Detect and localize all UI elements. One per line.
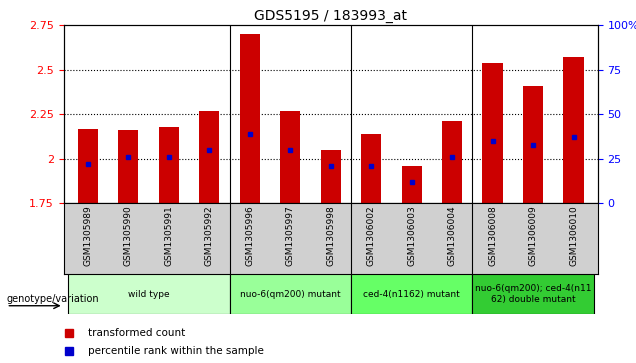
Text: GSM1306003: GSM1306003 — [407, 205, 416, 266]
Bar — [118, 130, 139, 203]
Text: GSM1306009: GSM1306009 — [529, 205, 537, 266]
Bar — [473, 274, 594, 314]
Bar — [230, 274, 351, 314]
Text: genotype/variation: genotype/variation — [6, 294, 99, 305]
Bar — [240, 34, 260, 203]
Bar — [523, 86, 543, 203]
Text: nuo-6(qm200) mutant: nuo-6(qm200) mutant — [240, 290, 340, 298]
Text: nuo-6(qm200); ced-4(n11
62) double mutant: nuo-6(qm200); ced-4(n11 62) double mutan… — [475, 284, 591, 304]
Text: GSM1306004: GSM1306004 — [448, 205, 457, 266]
Bar — [67, 274, 230, 314]
Bar — [159, 127, 179, 203]
Bar — [483, 63, 502, 203]
Text: GSM1306008: GSM1306008 — [488, 205, 497, 266]
Text: GSM1305998: GSM1305998 — [326, 205, 335, 266]
Text: GSM1305991: GSM1305991 — [164, 205, 174, 266]
Title: GDS5195 / 183993_at: GDS5195 / 183993_at — [254, 9, 407, 23]
Bar — [442, 122, 462, 203]
Bar — [401, 166, 422, 203]
Bar — [361, 134, 382, 203]
Text: GSM1305996: GSM1305996 — [245, 205, 254, 266]
Text: GSM1305992: GSM1305992 — [205, 205, 214, 266]
Text: GSM1306010: GSM1306010 — [569, 205, 578, 266]
Bar — [78, 129, 98, 203]
Bar — [199, 111, 219, 203]
Text: percentile rank within the sample: percentile rank within the sample — [88, 346, 263, 356]
Text: GSM1305997: GSM1305997 — [286, 205, 294, 266]
Text: GSM1306002: GSM1306002 — [367, 205, 376, 266]
Text: transformed count: transformed count — [88, 328, 185, 338]
Text: GSM1305990: GSM1305990 — [124, 205, 133, 266]
Text: wild type: wild type — [128, 290, 169, 298]
Bar — [351, 274, 473, 314]
Text: ced-4(n1162) mutant: ced-4(n1162) mutant — [363, 290, 460, 298]
Text: GSM1305989: GSM1305989 — [83, 205, 92, 266]
Bar — [321, 150, 341, 203]
Bar — [563, 57, 584, 203]
Bar — [280, 111, 300, 203]
